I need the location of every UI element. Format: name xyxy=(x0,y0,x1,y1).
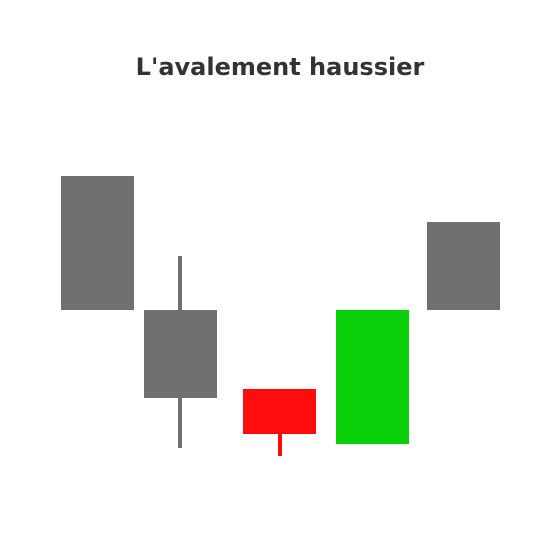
candle-wick xyxy=(278,430,282,456)
candle-body xyxy=(336,310,409,444)
candle-body xyxy=(61,176,134,310)
candle-body xyxy=(427,222,500,310)
candle-body xyxy=(243,389,316,434)
candles xyxy=(61,176,500,456)
title: L'avalement haussier xyxy=(136,53,425,81)
candle-body xyxy=(144,310,217,398)
